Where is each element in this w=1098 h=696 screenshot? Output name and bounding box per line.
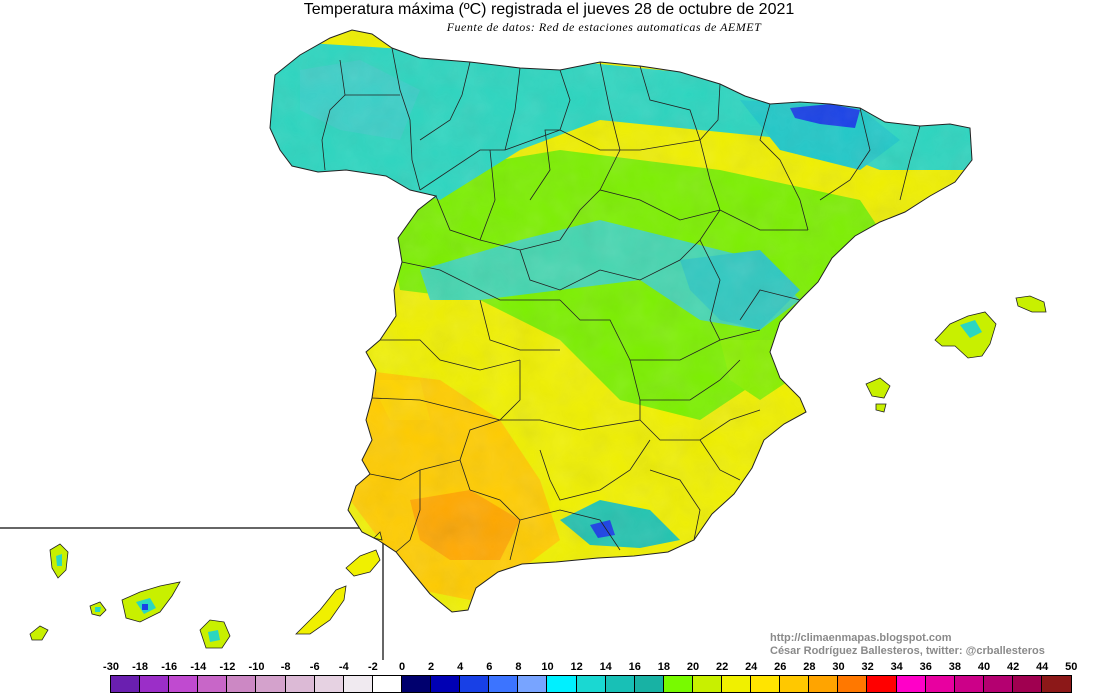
legend-tick-label: -30 <box>103 661 119 673</box>
legend-swatch <box>547 676 577 692</box>
legend-tick-label: 22 <box>715 661 729 673</box>
legend-swatch <box>780 676 810 692</box>
legend-swatch <box>314 676 344 692</box>
legend-tick-label: -12 <box>219 661 236 673</box>
legend-swatch <box>256 676 286 692</box>
balearic-islands <box>865 295 1047 413</box>
legend-swatch <box>605 676 635 692</box>
legend-tick-label: 36 <box>919 661 932 673</box>
canary-islands <box>29 531 383 649</box>
legend-swatch <box>285 676 315 692</box>
map-subtitle: Fuente de datos: Red de estaciones autom… <box>446 20 762 34</box>
legend-swatch <box>751 676 781 692</box>
legend-swatch <box>343 676 373 692</box>
legend-tick-label: 14 <box>599 661 612 673</box>
legend-swatch <box>692 676 722 692</box>
terrain-texture <box>270 30 972 612</box>
legend-tick-label: 16 <box>628 661 641 673</box>
legend-tick-label: 32 <box>861 661 874 673</box>
legend-tick-label: -8 <box>280 661 291 673</box>
legend-swatch <box>227 676 257 692</box>
legend-swatch <box>1012 676 1042 692</box>
legend-tick-label: 6 <box>486 661 493 673</box>
legend-tick-label: 0 <box>398 661 406 673</box>
legend-tick-label: 20 <box>686 661 700 673</box>
legend-swatch <box>954 676 984 692</box>
legend-tick-label: 38 <box>948 661 962 673</box>
legend-tick-label: 24 <box>745 661 758 673</box>
legend-swatch <box>896 676 926 692</box>
temperature-map <box>0 29 1047 660</box>
legend-tick-label: -10 <box>248 661 265 673</box>
legend-tick-label: 2 <box>428 661 435 673</box>
legend-tick-label: 44 <box>1036 661 1049 673</box>
author-credit: César Rodríguez Ballesteros, twitter: @c… <box>770 645 1045 657</box>
color-scale-legend <box>110 675 1073 693</box>
legend-swatch <box>576 676 606 692</box>
legend-tick-label: 30 <box>832 661 845 673</box>
province-borders <box>321 47 921 561</box>
legend-swatch <box>634 676 664 692</box>
legend-swatch <box>721 676 752 692</box>
legend-tick-label: -18 <box>132 661 149 673</box>
legend-tick-label: 8 <box>515 661 522 673</box>
legend-swatch <box>169 676 199 692</box>
legend-tick-label: 26 <box>774 661 787 673</box>
legend-tick-label: 4 <box>457 661 464 673</box>
legend-tick-label: -16 <box>161 661 178 673</box>
legend-swatch <box>809 676 839 692</box>
legend-swatch <box>401 676 432 692</box>
legend-tick-label: 50 <box>1065 661 1078 673</box>
legend-swatch <box>983 676 1013 692</box>
legend-swatch <box>663 676 693 692</box>
legend-swatch <box>140 676 170 692</box>
legend-tick-label: 12 <box>570 661 583 673</box>
legend-swatch <box>867 676 897 692</box>
blog-credit: http://climaenmapas.blogspot.com <box>770 632 952 644</box>
legend-swatch <box>198 676 228 692</box>
legend-swatch <box>460 676 490 692</box>
legend-swatch <box>431 676 461 692</box>
legend-swatch <box>518 676 548 692</box>
legend-tick-label: 34 <box>890 661 903 673</box>
peninsula-coastline <box>269 29 973 613</box>
legend-tick-label: -4 <box>338 661 349 673</box>
map-title: Temperatura máxima (ºC) registrada el ju… <box>303 1 795 18</box>
legend-tick-label: 18 <box>657 661 671 673</box>
legend-tick-label: 40 <box>977 661 991 673</box>
legend-swatch <box>838 676 868 692</box>
legend-tick-label: 42 <box>1006 661 1020 673</box>
legend-swatch <box>1042 676 1072 692</box>
legend-swatch <box>372 676 402 692</box>
legend-tick-label: -14 <box>190 661 207 673</box>
legend-swatch <box>111 676 141 692</box>
legend-tick-label: -6 <box>309 661 320 673</box>
legend-tick-labels: -30 -18 -16 -14 -12 -10 -8 -6 -4 -2 0 2 4 6 8 10 12 14 16 1… <box>0 661 1098 675</box>
legend-swatch <box>489 676 519 692</box>
legend-tick-label: -2 <box>368 661 378 673</box>
legend-tick-label: 10 <box>541 661 554 673</box>
legend-tick-label: 28 <box>803 661 816 673</box>
legend-swatch <box>925 676 955 692</box>
